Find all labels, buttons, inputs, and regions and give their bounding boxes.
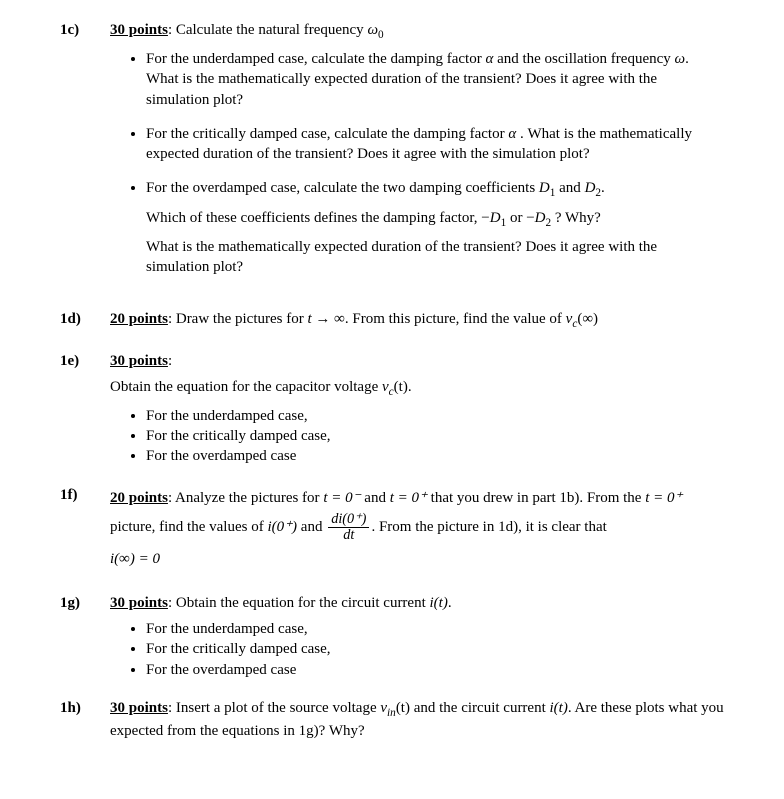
points-1g: 30 points — [110, 595, 168, 611]
points-1h: 30 points — [110, 700, 168, 716]
points-1c: 30 points — [110, 22, 168, 38]
label-1e: 1e) — [60, 351, 110, 467]
points-1e: 30 points — [110, 353, 168, 369]
bullet-1g-1: For the underdamped case, — [146, 619, 724, 639]
content-1d: 20 points: Draw the pictures for t → ∞. … — [110, 309, 724, 332]
fraction-di-dt: di(0⁺)dt — [328, 512, 369, 543]
bullets-1e: For the underdamped case, For the critic… — [110, 406, 724, 467]
question-1g: 1g) 30 points: Obtain the equation for t… — [60, 593, 724, 680]
label-1f: 1f) — [60, 485, 110, 575]
head-1c: 30 points: Calculate the natural frequen… — [110, 20, 724, 43]
content-1c: 30 points: Calculate the natural frequen… — [110, 20, 724, 291]
content-1f: 20 points: Analyze the pictures for t = … — [110, 485, 724, 575]
bullet-1e-2: For the critically damped case, — [146, 426, 724, 446]
content-1h: 30 points: Insert a plot of the source v… — [110, 698, 724, 741]
points-1f: 20 points — [110, 490, 168, 506]
question-1h: 1h) 30 points: Insert a plot of the sour… — [60, 698, 724, 741]
bullet-1e-3: For the overdamped case — [146, 446, 724, 466]
question-1d: 1d) 20 points: Draw the pictures for t →… — [60, 309, 724, 332]
label-1h: 1h) — [60, 698, 110, 741]
bullet-1c-2: For the critically damped case, calculat… — [146, 124, 724, 165]
label-1g: 1g) — [60, 593, 110, 680]
label-1d: 1d) — [60, 309, 110, 332]
content-1g: 30 points: Obtain the equation for the c… — [110, 593, 724, 680]
bullet-1c-1: For the underdamped case, calculate the … — [146, 49, 724, 110]
question-1f: 1f) 20 points: Analyze the pictures for … — [60, 485, 724, 575]
label-1c: 1c) — [60, 20, 110, 291]
bullet-1e-1: For the underdamped case, — [146, 406, 724, 426]
question-1e: 1e) 30 points: Obtain the equation for t… — [60, 351, 724, 467]
content-1e: 30 points: Obtain the equation for the c… — [110, 351, 724, 467]
question-1c: 1c) 30 points: Calculate the natural fre… — [60, 20, 724, 291]
bullets-1g: For the underdamped case, For the critic… — [110, 619, 724, 680]
bullet-1g-3: For the overdamped case — [146, 660, 724, 680]
bullets-1c: For the underdamped case, calculate the … — [110, 49, 724, 277]
bullet-1c-3: For the overdamped case, calculate the t… — [146, 178, 724, 277]
points-1d: 20 points — [110, 311, 168, 327]
bullet-1g-2: For the critically damped case, — [146, 639, 724, 659]
